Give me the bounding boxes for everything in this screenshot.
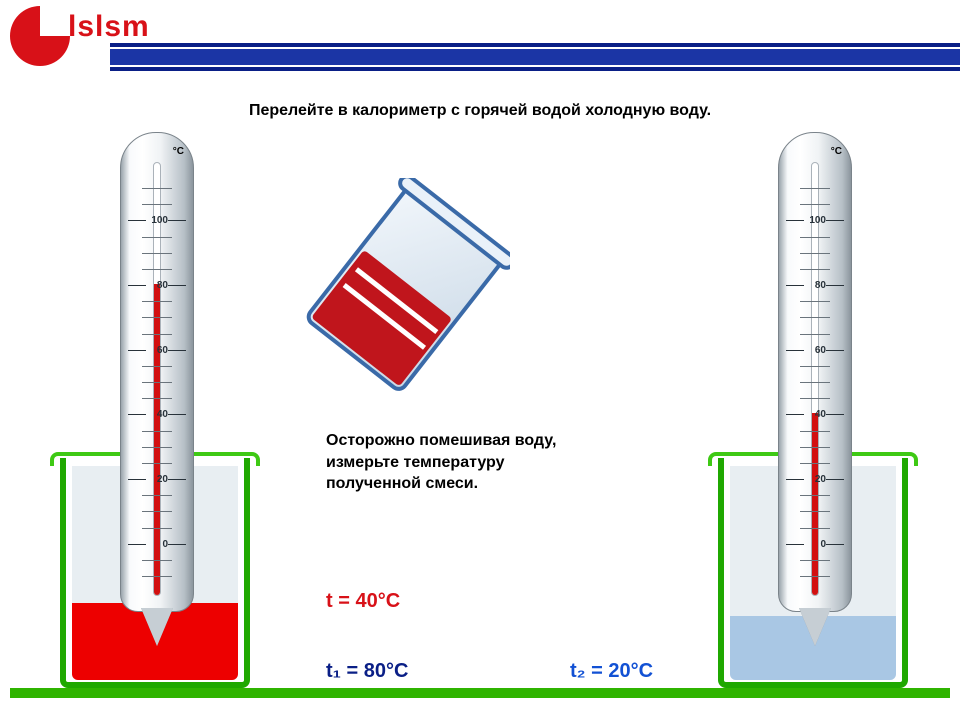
pouring-beaker xyxy=(280,178,510,408)
unit-label: °C xyxy=(831,146,842,157)
thermometer-hot: °C 020406080100 xyxy=(120,132,194,612)
thermometer-cold: °C 020406080100 xyxy=(778,132,852,612)
header-lines xyxy=(110,43,960,73)
logo: lslsm xyxy=(10,6,150,66)
note-line: измерьте температуру xyxy=(326,452,556,474)
thermometer-scale: 020406080100 xyxy=(128,188,186,576)
unit-label: °C xyxy=(173,146,184,157)
instruction-text: Перелейте в калориметр с горячей водой х… xyxy=(0,102,960,120)
thermometer-scale: 020406080100 xyxy=(786,188,844,576)
temp-hot-label: t₁ = 80°C xyxy=(326,660,408,683)
lab-bench xyxy=(10,688,950,698)
note-line: полученной смеси. xyxy=(326,473,556,495)
temp-cold-label: t₂ = 20°C xyxy=(570,660,653,683)
temp-mix-label: t = 40°C xyxy=(326,590,400,613)
logo-text: lslsm xyxy=(68,10,150,44)
logo-pie-icon xyxy=(10,6,70,66)
measurement-note: Осторожно помешивая воду, измерьте темпе… xyxy=(326,430,556,495)
note-line: Осторожно помешивая воду, xyxy=(326,430,556,452)
